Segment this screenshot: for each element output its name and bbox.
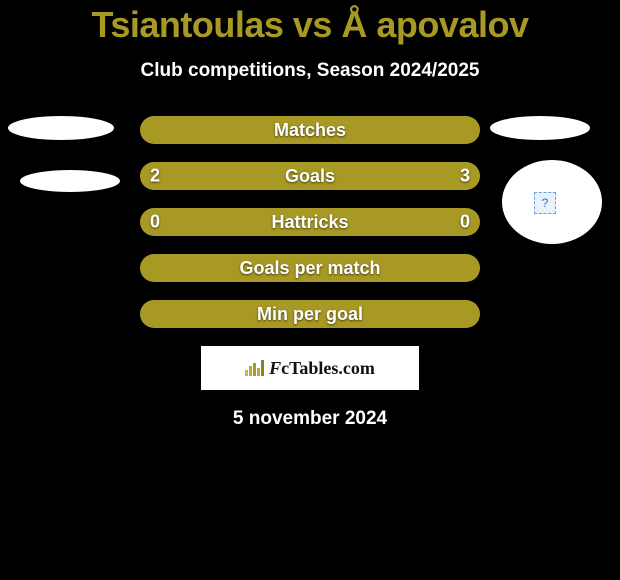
bar-label: Matches (274, 120, 346, 141)
left-blob-2 (20, 170, 120, 192)
stat-bars: Matches 2 Goals 3 0 Hattricks 0 Goals pe… (140, 116, 480, 346)
bar-fill-left (140, 162, 276, 190)
bar-value-left: 2 (150, 166, 160, 187)
bar-label: Min per goal (257, 304, 363, 325)
page-title: Tsiantoulas vs Å apovalov (0, 0, 620, 46)
bar-goals: 2 Goals 3 (140, 162, 480, 190)
bar-value-left: 0 (150, 212, 160, 233)
bar-value-right: 0 (460, 212, 470, 233)
right-blob-1 (490, 116, 590, 140)
bar-mpg: Min per goal (140, 300, 480, 328)
bar-gpm: Goals per match (140, 254, 480, 282)
brand-text: FcTables.com (269, 358, 375, 379)
left-blob-1 (8, 116, 114, 140)
brand-link[interactable]: FcTables.com (201, 346, 419, 390)
bar-value-right: 3 (460, 166, 470, 187)
bar-label: Goals (285, 166, 335, 187)
bar-label: Goals per match (239, 258, 380, 279)
bar-label: Hattricks (271, 212, 348, 233)
card: Tsiantoulas vs Å apovalov Club competiti… (0, 0, 620, 580)
bar-matches: Matches (140, 116, 480, 144)
bar-chart-icon (245, 360, 265, 376)
right-blob-2: ? (502, 160, 602, 244)
date-text: 5 november 2024 (0, 408, 620, 430)
placeholder-icon: ? (534, 192, 556, 214)
bar-hattricks: 0 Hattricks 0 (140, 208, 480, 236)
subtitle: Club competitions, Season 2024/2025 (0, 60, 620, 82)
